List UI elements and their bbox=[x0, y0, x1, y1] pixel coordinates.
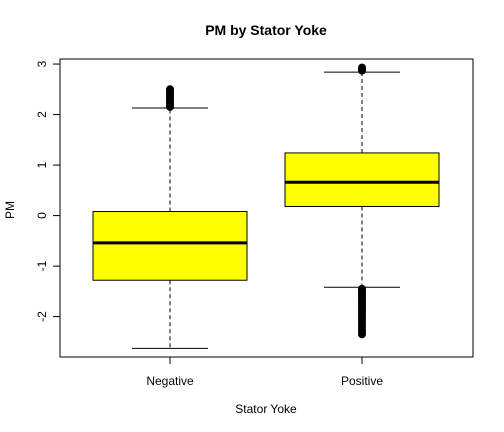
plot-layer bbox=[92, 63, 440, 349]
iqr-box bbox=[92, 211, 248, 281]
outlier-point bbox=[358, 63, 366, 72]
x-tick-label: Positive bbox=[341, 374, 383, 388]
plot-frame bbox=[59, 58, 474, 358]
outlier-point bbox=[358, 330, 366, 339]
y-tick-label: -1 bbox=[35, 260, 49, 271]
y-tick-label: 3 bbox=[35, 60, 49, 67]
box-group-positive bbox=[284, 63, 440, 339]
y-tick-label: -2 bbox=[35, 311, 49, 322]
iqr-box bbox=[284, 152, 440, 207]
chart-title: PM by Stator Yoke bbox=[205, 22, 327, 38]
y-tick-label: 0 bbox=[35, 212, 49, 219]
y-tick-label: 1 bbox=[35, 161, 49, 168]
outlier-point bbox=[166, 85, 174, 94]
y-axis-label: PM bbox=[3, 201, 17, 219]
y-tick-label: 2 bbox=[35, 111, 49, 118]
x-axis-label: Stator Yoke bbox=[235, 402, 297, 416]
x-tick-label: Negative bbox=[146, 374, 194, 388]
axis-layer: -2 -1 0 1 2 3 Negative Positive bbox=[35, 60, 383, 388]
box-group-negative bbox=[92, 85, 248, 349]
